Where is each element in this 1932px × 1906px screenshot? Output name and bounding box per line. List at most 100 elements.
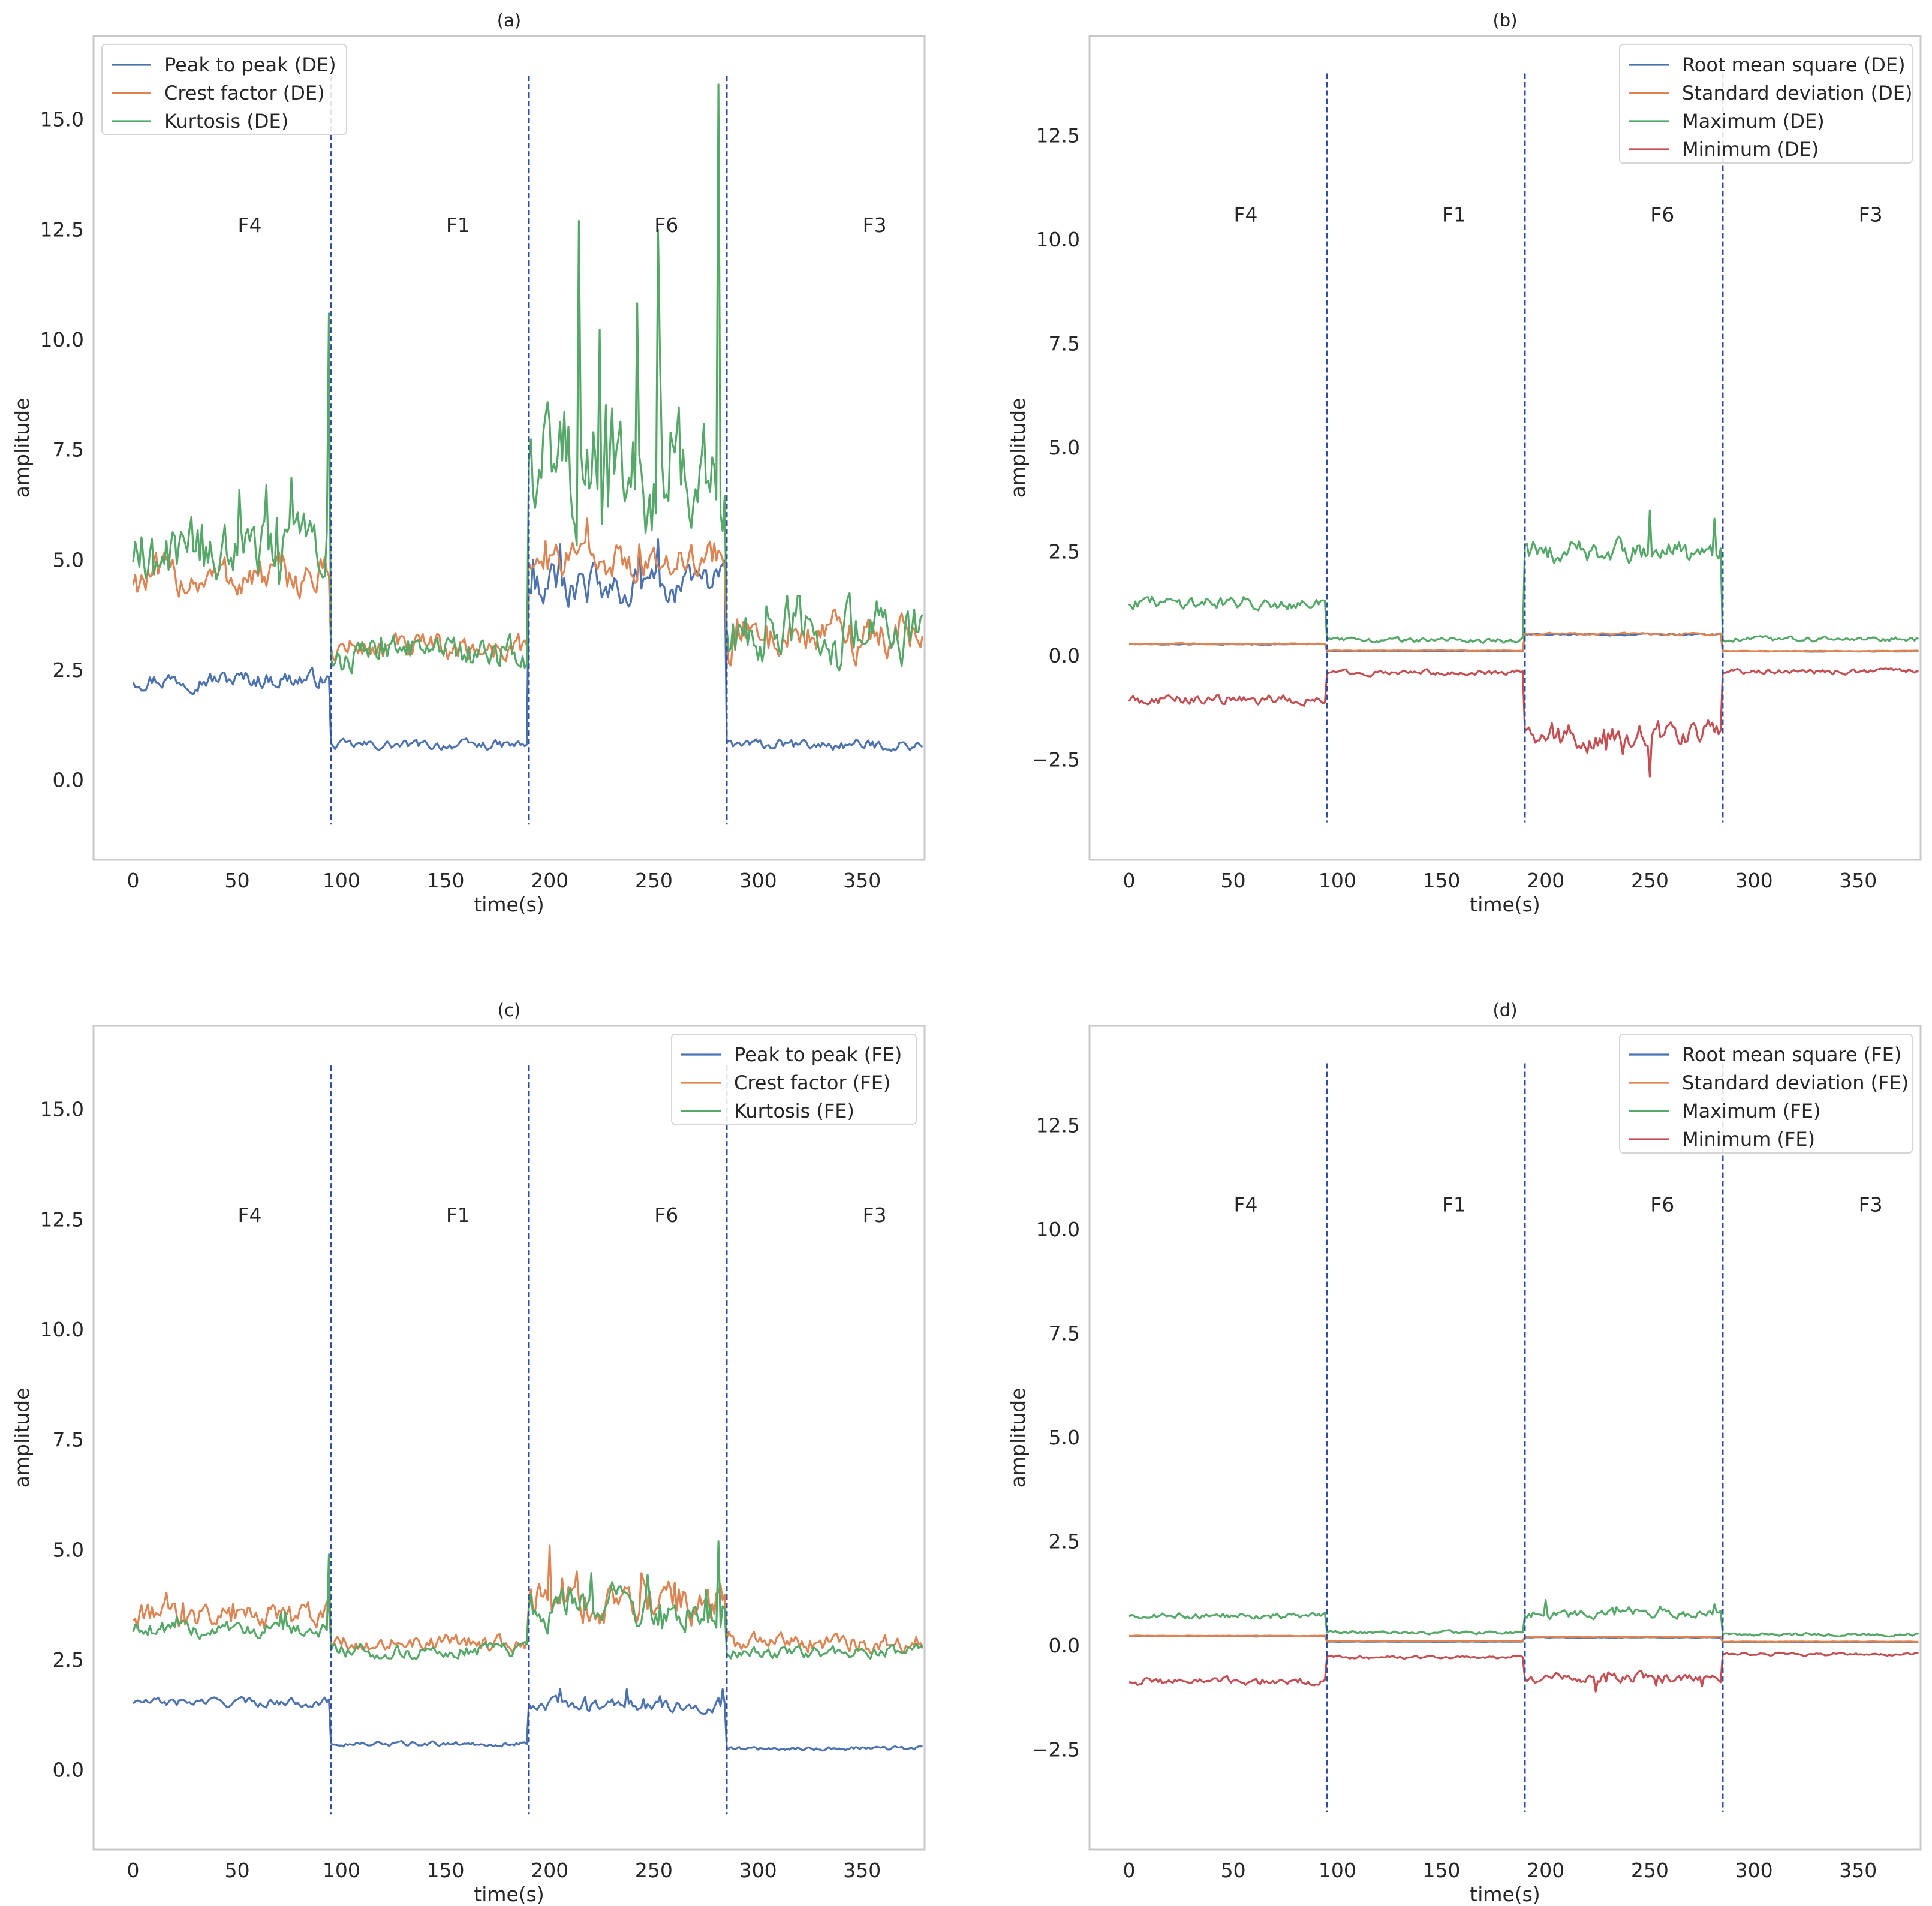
x-tick-label: 200 — [1527, 1859, 1564, 1882]
legend-box — [101, 44, 347, 135]
legend-label: Maximum (DE) — [1682, 110, 1825, 133]
x-tick-label: 250 — [1631, 869, 1669, 892]
x-tick-label: 0 — [127, 869, 140, 892]
legend: Root mean square (FE) Standard deviation … — [1619, 1034, 1913, 1154]
segment-label: F3 — [1859, 1193, 1883, 1216]
segment-label: F6 — [654, 213, 678, 237]
y-axis-label: amplitude — [10, 1388, 34, 1488]
segment-label: F3 — [1859, 203, 1883, 226]
series-line — [132, 538, 923, 752]
legend-label: Minimum (FE) — [1682, 1128, 1815, 1151]
legend: Peak to peak (DE) Crest factor (DE) Kurtos… — [101, 44, 347, 135]
x-tick-label: 50 — [1221, 869, 1246, 892]
x-tick-label: 350 — [1839, 1859, 1877, 1882]
y-tick-label: 12.5 — [1036, 124, 1080, 147]
series-line — [1128, 509, 1919, 645]
y-tick-label: 5.0 — [1049, 1426, 1080, 1449]
x-tick-label: 150 — [427, 1859, 465, 1882]
x-tick-label: 350 — [843, 1859, 881, 1882]
y-tick-label: 2.5 — [1049, 540, 1080, 563]
series-line — [1129, 1651, 1919, 1693]
legend: Root mean square (DE) Standard deviation … — [1619, 44, 1913, 164]
series-line — [132, 83, 923, 675]
x-tick-label: 100 — [1319, 1859, 1356, 1882]
legend-label: Minimum (DE) — [1682, 138, 1819, 161]
x-axis-label: time(s) — [1470, 893, 1540, 916]
series-line — [1128, 1634, 1919, 1643]
y-tick-label: 7.5 — [53, 1428, 84, 1452]
x-tick-label: 300 — [739, 1859, 777, 1882]
x-tick-label: 200 — [1527, 869, 1564, 892]
legend-label: Root mean square (DE) — [1682, 53, 1906, 76]
legend-label: Maximum (FE) — [1682, 1100, 1820, 1122]
y-tick-label: 2.5 — [53, 1648, 84, 1672]
x-tick-label: 100 — [323, 869, 360, 892]
x-tick-label: 300 — [739, 869, 777, 892]
segment-label: F3 — [863, 1203, 887, 1227]
y-tick-label: 10.0 — [1036, 228, 1080, 251]
y-axis-label: amplitude — [1006, 398, 1030, 498]
y-tick-label: 12.5 — [1036, 1114, 1080, 1137]
y-tick-label: 10.0 — [40, 1318, 84, 1341]
segment-label: F1 — [1442, 203, 1466, 226]
legend-label: Root mean square (FE) — [1682, 1043, 1901, 1066]
panel-c: (c) 0 50 100 150 200 250 300 350 0.0 2.5 5.0 7.5 10.0… — [10, 1000, 926, 1906]
y-tick-label: 0.0 — [53, 1759, 84, 1782]
segment-label: F1 — [446, 1203, 470, 1227]
segment-label: F3 — [863, 213, 887, 237]
segment-label: F1 — [446, 213, 470, 237]
y-tick-label: 5.0 — [1049, 436, 1080, 459]
legend-label: Standard deviation (DE) — [1682, 82, 1912, 104]
x-axis-label: time(s) — [474, 893, 544, 916]
y-tick-label: 15.0 — [40, 108, 84, 131]
x-tick-label: 100 — [323, 1859, 360, 1882]
y-tick-label: 12.5 — [40, 218, 84, 241]
segment-label: F1 — [1442, 1193, 1466, 1216]
x-tick-label: 0 — [127, 1859, 140, 1882]
x-tick-label: 50 — [225, 1859, 250, 1882]
series-line — [132, 1688, 923, 1752]
x-tick-label: 50 — [1221, 1859, 1246, 1882]
y-axis-label: amplitude — [1006, 1388, 1030, 1488]
x-tick-label: 350 — [843, 869, 881, 892]
y-tick-label: 7.5 — [1049, 332, 1080, 356]
x-tick-label: 200 — [531, 869, 568, 892]
panel-title: (d) — [1492, 1000, 1517, 1020]
x-tick-label: 250 — [635, 869, 673, 892]
x-tick-label: 250 — [1631, 1859, 1669, 1882]
segment-label: F4 — [1234, 203, 1258, 226]
segment-label: F4 — [1234, 1193, 1258, 1216]
legend-label: Kurtosis (DE) — [164, 110, 288, 133]
x-tick-label: 200 — [531, 1859, 568, 1882]
y-tick-label: 5.0 — [53, 548, 84, 571]
x-tick-label: 250 — [635, 1859, 673, 1882]
x-tick-label: 150 — [1423, 869, 1461, 892]
y-tick-label: 15.0 — [40, 1098, 84, 1121]
x-tick-label: 350 — [1839, 869, 1877, 892]
x-axis-label: time(s) — [474, 1883, 544, 1906]
plot-area-frame — [92, 35, 926, 861]
y-tick-label: 0.0 — [1049, 1634, 1080, 1657]
legend: Peak to peak (FE) Crest factor (FE) Kurtos… — [671, 1034, 917, 1125]
y-tick-label: 7.5 — [53, 438, 84, 462]
y-axis-label: amplitude — [10, 398, 34, 498]
y-tick-label: 2.5 — [53, 658, 84, 682]
series-line — [132, 1540, 923, 1660]
y-tick-label: −2.5 — [1032, 748, 1080, 771]
segment-label: F6 — [654, 1203, 678, 1227]
legend-box — [1619, 1034, 1913, 1154]
segment-label: F6 — [1650, 1193, 1674, 1216]
x-tick-label: 300 — [1735, 869, 1773, 892]
legend-label: Crest factor (FE) — [734, 1071, 890, 1094]
x-axis-label: time(s) — [1470, 1883, 1540, 1906]
panel-d: (d) 0 50 100 150 200 250 300 350 −2.5 0.0 2.5 5.0 7.5… — [1006, 1000, 1922, 1906]
panel-title: (c) — [498, 1000, 521, 1020]
plot-area-frame — [1088, 35, 1922, 861]
y-tick-label: 2.5 — [1049, 1529, 1080, 1553]
y-tick-label: 0.0 — [53, 769, 84, 792]
y-tick-label: 12.5 — [40, 1208, 84, 1231]
segment-label: F4 — [238, 213, 262, 237]
panel-title: (a) — [497, 10, 521, 31]
legend-label: Peak to peak (DE) — [164, 53, 336, 76]
